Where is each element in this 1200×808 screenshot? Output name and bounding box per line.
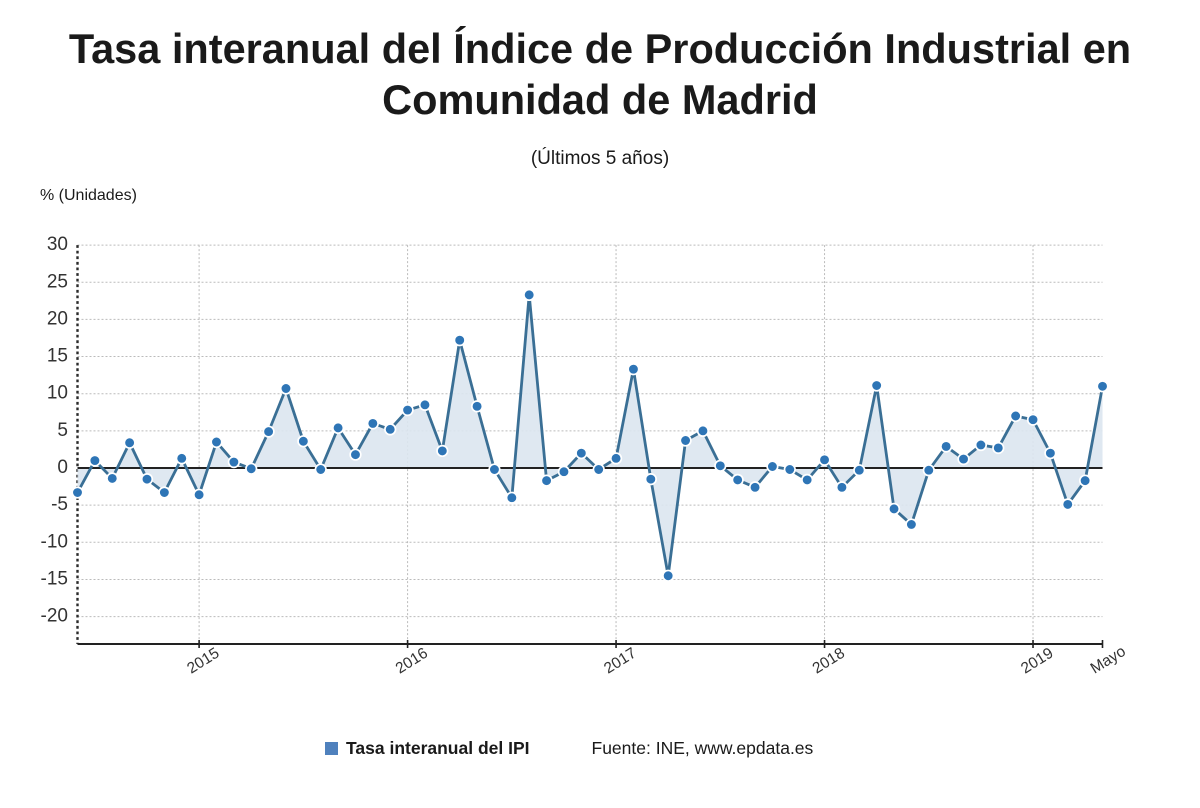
svg-text:-10: -10	[41, 531, 68, 552]
svg-text:30: 30	[47, 234, 68, 255]
svg-text:2017: 2017	[601, 645, 639, 678]
svg-text:2019: 2019	[1018, 645, 1056, 678]
svg-text:2015: 2015	[184, 645, 222, 678]
svg-text:-5: -5	[51, 494, 68, 515]
svg-text:20: 20	[47, 308, 68, 329]
svg-text:-20: -20	[41, 606, 68, 627]
svg-text:Mayo: Mayo	[1088, 643, 1129, 678]
svg-text:10: 10	[47, 383, 68, 404]
svg-text:0: 0	[57, 457, 68, 478]
svg-text:-15: -15	[41, 568, 68, 589]
svg-text:5: 5	[57, 420, 68, 441]
svg-text:2016: 2016	[393, 645, 431, 678]
svg-text:15: 15	[47, 346, 68, 367]
svg-text:25: 25	[47, 271, 68, 292]
svg-text:2018: 2018	[810, 645, 848, 678]
